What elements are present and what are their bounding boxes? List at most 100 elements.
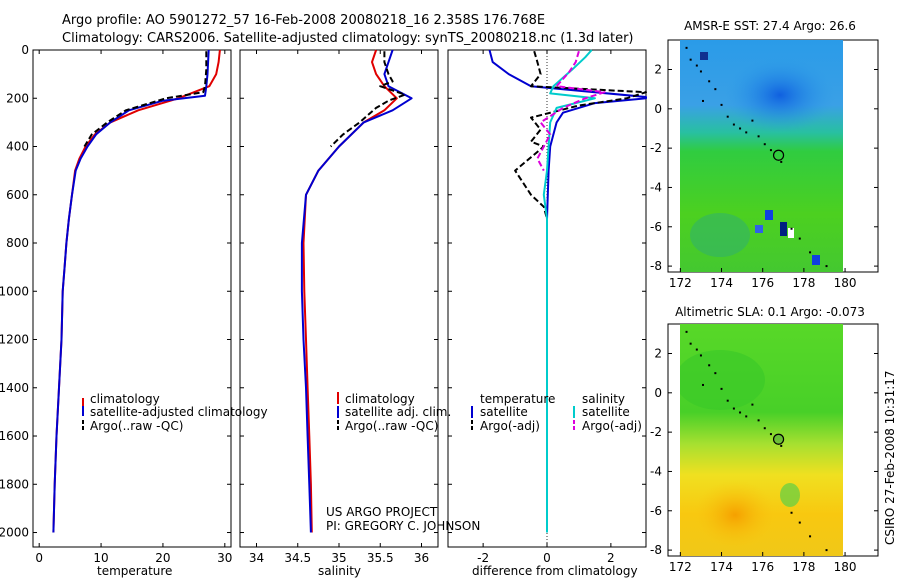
x-tick-label: 172 [669,560,692,574]
legend-label: climatology [345,392,415,406]
y-tick-label: 0 [21,43,29,57]
x-tick-label: 178 [792,560,815,574]
sla-high-patch [693,480,777,550]
credit-line1: US ARGO PROJECT [326,505,438,519]
island-dot [757,135,760,138]
island-dot [689,342,692,345]
y-tick-label: -4 [650,180,662,194]
sst-mixed-patch [690,213,750,257]
legend-label: satellite [480,405,528,419]
island-dot [763,143,766,146]
y-tick-label: -4 [650,464,662,478]
title-line2: Climatology: CARS2006. Satellite-adjuste… [62,31,634,46]
sla-map-panel: Altimetric SLA: 0.1 Argo: -0.073 172 174 1… [650,305,879,574]
salinity-xlabel: salinity [318,564,361,578]
temperature-axes-frame [32,49,232,548]
island-dot [714,372,717,375]
island-dot [695,348,698,351]
island-dot [780,160,783,163]
x-tick-label: 176 [751,560,774,574]
sla-low-patch [680,350,765,410]
y-tick-label: 200 [6,91,29,105]
island-dot [739,411,742,414]
y-tick-label: 1400 [0,381,29,395]
island-dot [689,58,692,61]
series-line-climatology [52,49,221,533]
island-dot [739,127,742,130]
island-dot [695,64,698,67]
timestamp-stamp: CSIRO 27-Feb-2008 10:31:17 [883,370,897,545]
y-tick-label: -2 [650,425,662,439]
island-dot [720,387,723,390]
y-tick-label: -8 [650,543,662,557]
sst-cloud-pixel [755,225,763,233]
temperature-panel: 0 10 20 30 0 200 400 600 800 1000 1200 1400 1600 1800… [0,43,268,578]
island-dot [798,237,801,240]
y-tick-label: 2000 [0,526,29,540]
legend-label: climatology [90,392,160,406]
y-tick-label: 2 [654,62,662,76]
x-tick-label: 174 [710,276,733,290]
island-dot [714,88,717,91]
island-dot [708,80,711,83]
island-dot [809,251,812,254]
island-dot [732,123,735,126]
salinity-legend: climatology satellite adj. clim. Argo(..… [337,392,451,433]
island-dot [780,444,783,447]
island-dot [708,364,711,367]
x-tick-label: 0 [543,551,551,565]
series-line-argo-raw-qc [83,51,208,148]
x-tick-label: 30 [217,551,232,565]
y-tick-label: -6 [650,504,662,518]
sla-low-spot [780,483,800,507]
credit-line2: PI: GREGORY C. JOHNSON [326,519,480,533]
island-dot [732,407,735,410]
legend-header-salinity: salinity [582,392,625,406]
y-tick-label: 2 [654,346,662,360]
sst-cloud-pixel [780,222,787,236]
x-tick-label: 180 [834,560,857,574]
y-tick-label: -8 [650,259,662,273]
series-line-satellite-adj-clim [300,49,413,533]
island-dot [769,149,772,152]
series-line-temperature-argo-adj [514,50,647,220]
series-line-argo-raw-qc [330,51,406,148]
temperature-legend: climatology satellite-adjusted climatolo… [82,392,268,433]
sst-map-panel: AMSR-E SST: 27.4 Argo: 26.6 172 174 176 178… [650,19,879,290]
y-tick-label: 0 [654,102,662,116]
series-line-temperature-satellite [488,49,647,533]
sst-cloud-pixel [765,210,773,220]
island-dot [790,227,793,230]
difference-xlabel: difference from climatology [472,564,638,578]
sst-cloud-pixel [700,52,708,60]
island-dot [699,354,702,357]
x-tick-label: 0 [35,551,43,565]
difference-panel: -2 0 2 difference from climatology tempera… [447,49,647,578]
legend-label: satellite [582,405,630,419]
island-dot [809,535,812,538]
difference-legend: temperature salinity satellite Argo(-adj… [471,392,642,433]
island-dot [699,70,702,73]
salinity-panel: 34 34.5 35 35.5 36 salinity climatology sate… [239,49,480,578]
island-dot [720,103,723,106]
island-dot [726,399,729,402]
y-tick-label: 0 [654,386,662,400]
x-tick-label: 20 [155,551,170,565]
argo-float-marker [772,433,785,445]
island-dot [751,403,754,406]
island-dot [702,99,704,102]
series-line-salinity-argo-adj [536,50,606,172]
x-tick-label: 10 [93,551,108,565]
island-dot [702,383,704,386]
series-line-salinity-satellite [542,49,596,533]
island-dot [763,427,766,430]
island-dot [685,330,688,333]
island-dot [757,419,760,422]
y-tick-label: 1800 [0,477,29,491]
island-dot [798,521,801,524]
x-tick-label: -2 [477,551,489,565]
sst-cloud-pixel [788,228,794,238]
y-tick-label: 400 [6,140,29,154]
y-tick-label: 1200 [0,333,29,347]
y-tick-label: 1600 [0,429,29,443]
